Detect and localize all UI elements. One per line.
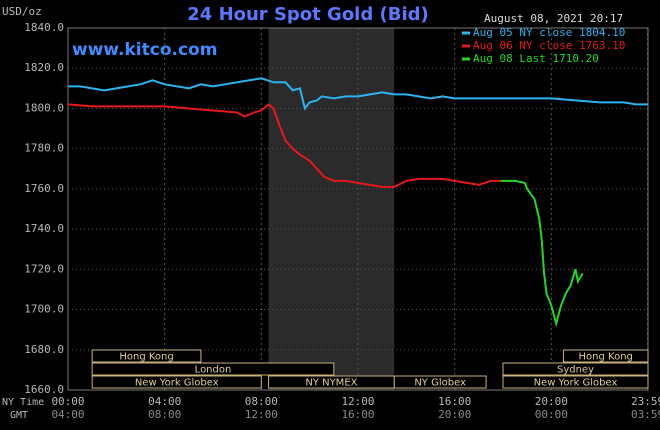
session-box — [91, 362, 335, 376]
y-tick-label: 1760.0 — [24, 182, 64, 195]
y-unit: USD/oz — [2, 5, 42, 18]
legend-label: Aug 05 NY close 1804.10 — [473, 26, 625, 39]
session-box — [502, 362, 649, 376]
x-tick-label: 04:00 — [148, 395, 181, 408]
legend-label: Aug 08 Last 1710.20 — [473, 52, 599, 65]
y-tick-label: 1820.0 — [24, 61, 64, 74]
session-label: New York Globex — [135, 378, 219, 389]
x-row-label: GMT — [10, 410, 28, 421]
session-label: Sydney — [557, 365, 594, 376]
x-tick-label: 23:59 — [631, 395, 660, 408]
series-line — [68, 77, 648, 111]
timestamp: August 08, 2021 20:17 — [484, 12, 623, 25]
x-tick-label: 00:00 — [51, 395, 84, 408]
session-box — [502, 375, 649, 389]
y-tick-label: 1800.0 — [24, 101, 64, 114]
gmt-tick-label: 03:59 — [631, 408, 660, 421]
series-line — [500, 179, 584, 328]
chart-title: 24 Hour Spot Gold (Bid) — [187, 4, 428, 25]
y-tick-label: 1840.0 — [24, 21, 64, 34]
y-tick-label: 1780.0 — [24, 142, 64, 155]
x-tick-label: 12:00 — [341, 395, 374, 408]
y-tick-label: 1720.0 — [24, 262, 64, 275]
session-label: Hong Kong — [579, 352, 633, 363]
gmt-tick-label: 08:00 — [148, 408, 181, 421]
series-line — [67, 103, 501, 188]
legend-label: Aug 06 NY close 1763.10 — [473, 39, 625, 52]
session-box — [91, 375, 262, 389]
y-tick-label: 1700.0 — [24, 303, 64, 316]
session-label: NY NYMEX — [305, 378, 357, 389]
gmt-tick-label: 12:00 — [245, 408, 278, 421]
session-label: London — [195, 365, 232, 376]
gmt-tick-label: 04:00 — [51, 408, 84, 421]
session-box — [562, 349, 649, 363]
session-label: New York Globex — [534, 378, 618, 389]
plot-frame — [67, 27, 649, 391]
y-tick-label: 1660.0 — [24, 383, 64, 396]
x-row-label: NY Time — [2, 397, 44, 408]
y-tick-label: 1680.0 — [24, 343, 64, 356]
x-tick-label: 16:00 — [438, 395, 471, 408]
gmt-tick-label: 16:00 — [341, 408, 374, 421]
session-box — [91, 349, 202, 363]
gmt-tick-label: 00:00 — [535, 408, 568, 421]
gmt-tick-label: 20:00 — [438, 408, 471, 421]
x-tick-label: 08:00 — [245, 395, 278, 408]
watermark: www.kitco.com — [72, 40, 217, 60]
y-tick-label: 1740.0 — [24, 222, 64, 235]
session-label: Hong Kong — [119, 352, 173, 363]
session-box — [393, 375, 487, 389]
x-tick-label: 20:00 — [535, 395, 568, 408]
session-shade — [268, 28, 395, 390]
session-label: NY Globex — [414, 378, 466, 389]
